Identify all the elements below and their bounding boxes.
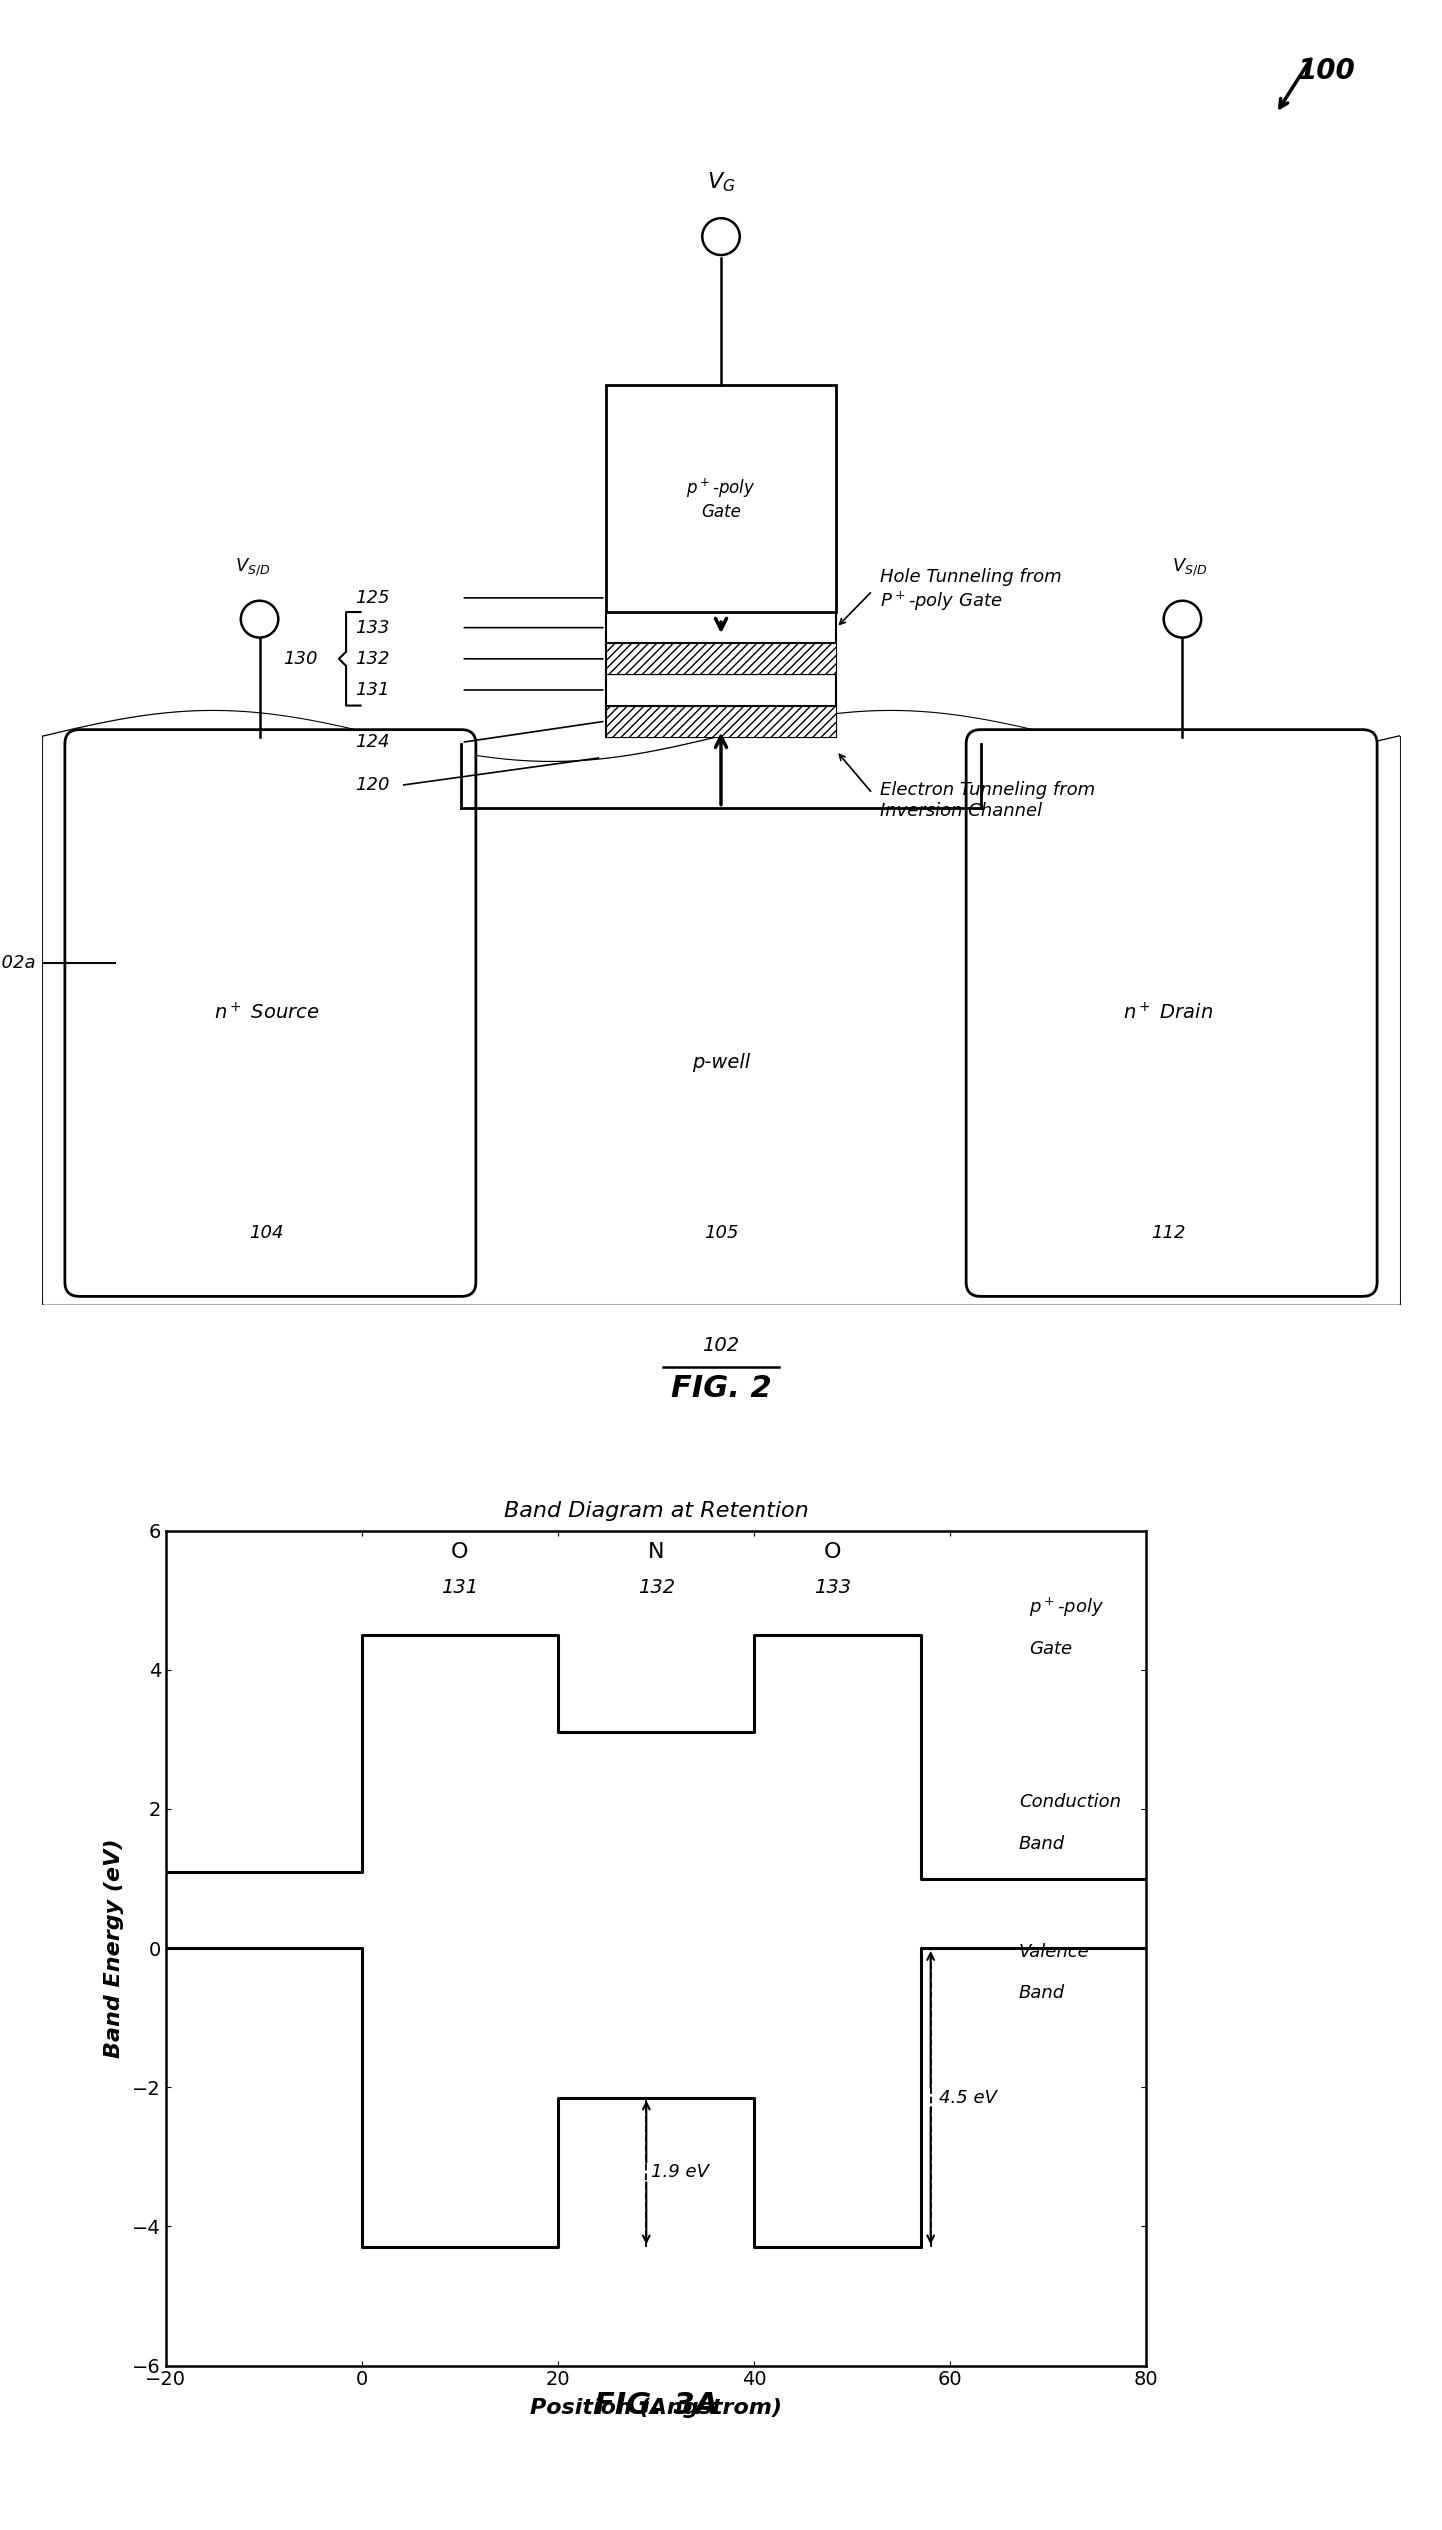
Text: 104: 104	[249, 1225, 284, 1242]
Text: $V_{S/D}$: $V_{S/D}$	[235, 557, 270, 577]
Text: $V_G$: $V_G$	[707, 170, 735, 195]
FancyBboxPatch shape	[65, 729, 476, 1295]
Text: O: O	[823, 1541, 841, 1561]
Text: Band: Band	[1019, 1984, 1066, 2001]
Text: $n^+$ Drain: $n^+$ Drain	[1123, 1002, 1213, 1025]
Text: 133: 133	[815, 1579, 851, 1596]
Text: 1.9 eV: 1.9 eV	[652, 2163, 709, 2181]
Text: Hole Tunneling from
$P^+$-poly Gate: Hole Tunneling from $P^+$-poly Gate	[880, 569, 1061, 612]
Text: $p^+$-poly: $p^+$-poly	[1028, 1596, 1103, 1619]
Text: Electron Tunneling from
Inversion Channel: Electron Tunneling from Inversion Channe…	[880, 782, 1094, 820]
Bar	[606, 676, 836, 706]
Text: 131: 131	[355, 681, 389, 698]
Text: Conduction: Conduction	[1019, 1794, 1120, 1811]
FancyBboxPatch shape	[966, 729, 1377, 1295]
Text: 130: 130	[283, 650, 317, 668]
Text: $V_{S/D}$: $V_{S/D}$	[1172, 557, 1207, 577]
Text: FIG. 2: FIG. 2	[671, 1374, 771, 1402]
Text: 133: 133	[355, 620, 389, 638]
Text: 100: 100	[1298, 56, 1355, 86]
X-axis label: Position (Angstrom): Position (Angstrom)	[531, 2398, 782, 2419]
Text: $n^+$ Source: $n^+$ Source	[213, 1002, 320, 1025]
Text: $p^+$-poly
Gate: $p^+$-poly Gate	[686, 476, 756, 521]
Text: 112: 112	[1151, 1225, 1185, 1242]
Text: 120: 120	[355, 777, 389, 794]
Text: Valence: Valence	[1019, 1943, 1090, 1961]
Text: 124: 124	[355, 734, 389, 751]
Text: FIG. 3A: FIG. 3A	[594, 2391, 718, 2419]
Bar	[606, 706, 836, 736]
Bar	[606, 643, 836, 676]
Text: 131: 131	[441, 1579, 479, 1596]
Title: Band Diagram at Retention: Band Diagram at Retention	[503, 1500, 809, 1521]
Y-axis label: Band Energy (eV): Band Energy (eV)	[104, 1839, 124, 2057]
Text: Gate: Gate	[1028, 1639, 1071, 1657]
Text: 102a: 102a	[0, 954, 36, 972]
Text: 102: 102	[702, 1336, 740, 1356]
Text: 4.5 eV: 4.5 eV	[939, 2090, 996, 2107]
Text: 132: 132	[355, 650, 389, 668]
Text: p-well: p-well	[692, 1052, 750, 1073]
Text: 125: 125	[355, 589, 389, 607]
Text: Band: Band	[1019, 1834, 1066, 1852]
Text: N: N	[647, 1541, 665, 1561]
Bar	[606, 385, 836, 612]
Text: 105: 105	[704, 1225, 738, 1242]
Text: 132: 132	[637, 1579, 675, 1596]
Text: O: O	[451, 1541, 469, 1561]
Bar	[606, 612, 836, 643]
